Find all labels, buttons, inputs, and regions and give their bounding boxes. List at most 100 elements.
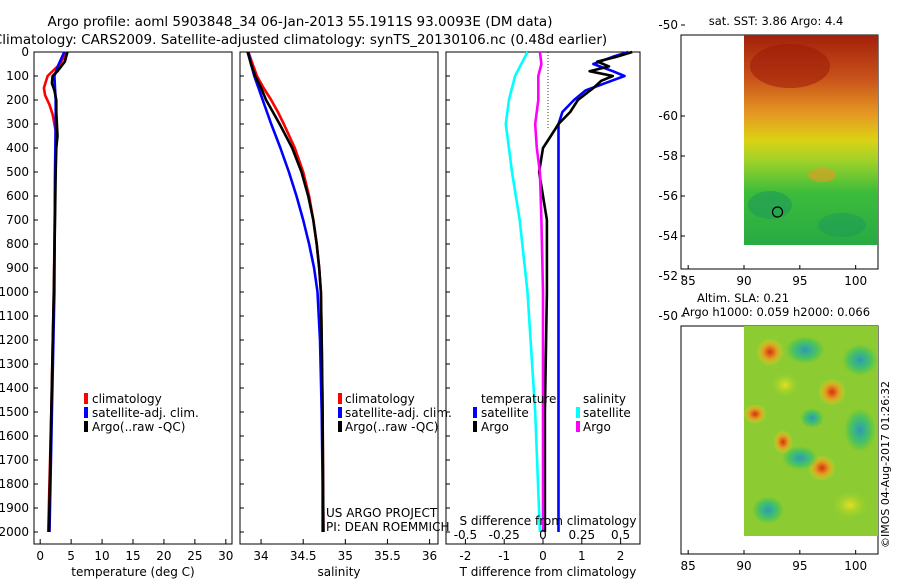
- x-tick-label-T: -1: [498, 549, 510, 563]
- sst-green-patch: [818, 213, 866, 237]
- depth-tick-label: 300: [6, 117, 29, 131]
- sst-warm-blob: [750, 44, 830, 88]
- sla-map-field: [743, 326, 878, 536]
- lat-tick-label: -50: [658, 18, 678, 32]
- sst-map-field: [744, 35, 878, 245]
- depth-tick-label: 1500: [0, 405, 29, 419]
- depth-tick-label: 700: [6, 213, 29, 227]
- x-tick-label-S: -0.25: [489, 528, 520, 542]
- legend-climatology-swatch: [84, 393, 88, 404]
- depth-axis: 0 100 200 300 400 500 600 700 800 900 1000 1100 1200…: [0, 45, 450, 539]
- depth-tick-label: 1400: [0, 381, 29, 395]
- x-tick-label: 35.5: [374, 549, 401, 563]
- depth-tick-label: 2000: [0, 525, 29, 539]
- sst-map-axes: -50 -52 -54 -56 -58 -60 85 90 95 100: [658, 18, 867, 288]
- difference-x-axis: -2 -1 0 1 2 -0.5 -0.25 0 0.25 0.5: [454, 528, 630, 563]
- sla-low-blob: [800, 408, 824, 428]
- x-tick-label: 10: [94, 549, 109, 563]
- lat-tick-label: -52: [658, 269, 678, 283]
- depth-tick-label: 1600: [0, 429, 29, 443]
- x-tick-label: 36: [422, 549, 437, 563]
- lon-tick-label: 85: [681, 559, 696, 573]
- salinity-x-axis: 34 34.5 35 35.5 36: [253, 539, 437, 563]
- depth-tick-label: 1800: [0, 477, 29, 491]
- sst-warm-patch: [808, 168, 836, 182]
- legend-satellite-label: satellite-adj. clim.: [345, 406, 452, 420]
- lat-tick-label: -60: [658, 109, 678, 123]
- salinity-legend: climatology satellite-adj. clim. Argo(..…: [338, 392, 452, 434]
- lat-tick-label: -54: [658, 229, 678, 243]
- x-tick-label-T: 1: [578, 549, 586, 563]
- salinity-lines: [246, 51, 325, 533]
- legend-climatology-swatch: [338, 393, 342, 404]
- depth-tick-label: 1100: [0, 309, 29, 323]
- legend-temp-argo-swatch: [473, 421, 477, 432]
- legend-satellite-swatch: [338, 407, 342, 418]
- watermark: ©IMOS 04-Aug-2017 01:26:32: [879, 381, 892, 548]
- figure-title-line1: Argo profile: aoml 5903848_34 06-Jan-201…: [48, 14, 553, 30]
- legend-sal-satellite-label: satellite: [583, 406, 631, 420]
- project-line2: PI: DEAN ROEMMICH: [326, 520, 449, 534]
- sst-green-patch: [748, 191, 792, 219]
- lon-tick-label: 100: [844, 559, 867, 573]
- x-tick-label-S: 0: [539, 528, 547, 542]
- lon-tick-label: 90: [736, 274, 751, 288]
- temperature-legend: climatology satellite-adj. clim. Argo(..…: [84, 392, 199, 434]
- argo-position-marker: [771, 206, 784, 218]
- depth-tick-label: 600: [6, 189, 29, 203]
- x-tick-label: 20: [156, 549, 171, 563]
- temperature-xlabel: temperature (deg C): [71, 565, 194, 579]
- depth-tick-label: 1700: [0, 453, 29, 467]
- lon-tick-label: 100: [844, 274, 867, 288]
- x-tick-label-T: -2: [459, 549, 471, 563]
- legend-satellite-swatch: [84, 407, 88, 418]
- x-tick-label: 15: [125, 549, 140, 563]
- x-tick-label-T: 2: [617, 549, 625, 563]
- difference-legend: temperature salinity satellite Argo sate…: [473, 392, 631, 434]
- sla-high-blob: [756, 338, 784, 366]
- x-tick-label-S: -0.5: [454, 528, 477, 542]
- depth-tick-label: 900: [6, 261, 29, 275]
- legend-argo-label: Argo(..raw -QC): [345, 420, 438, 434]
- depth-tick-label: 1300: [0, 357, 29, 371]
- depth-tick-label: 400: [6, 141, 29, 155]
- lon-tick-label: 85: [681, 274, 696, 288]
- depth-tick-label: 1900: [0, 501, 29, 515]
- difference-lines: [504, 50, 633, 533]
- x-tick-label: 0: [36, 549, 44, 563]
- legend-sal-argo-swatch: [576, 421, 580, 432]
- sla-mid-blob: [832, 491, 868, 519]
- lon-tick-label: 95: [792, 274, 807, 288]
- sla-map-title-line2: Argo h1000: 0.059 h2000: 0.066: [682, 305, 870, 319]
- x-tick-label: 34.5: [290, 549, 317, 563]
- lon-tick-label: 95: [792, 559, 807, 573]
- sla-high-blob: [743, 404, 767, 424]
- legend-salinity-title: salinity: [583, 392, 626, 406]
- figure-title-line2: Climatology: CARS2009. Satellite-adjuste…: [0, 32, 607, 48]
- series-line-argo-raw-qc-: [47, 51, 69, 533]
- depth-tick-label: 100: [6, 69, 29, 83]
- sla-map-title-line1: Altim. SLA: 0.21: [697, 291, 789, 305]
- sla-high-blob: [773, 430, 793, 454]
- difference-xlabel-top: S difference from climatology: [460, 514, 637, 528]
- depth-tick-label: 1200: [0, 333, 29, 347]
- project-line1: US ARGO PROJECT: [326, 506, 438, 520]
- depth-tick-label: 500: [6, 165, 29, 179]
- lat-tick-label: -58: [658, 149, 678, 163]
- temperature-panel: [33, 51, 233, 545]
- x-tick-label-S: 0.25: [568, 528, 595, 542]
- salinity-panel: [239, 51, 439, 545]
- salinity-xlabel: salinity: [317, 565, 360, 579]
- legend-climatology-label: climatology: [345, 392, 415, 406]
- series-line-satellite-adj-clim-: [247, 51, 324, 532]
- x-tick-label-T: 0: [539, 549, 547, 563]
- legend-temp-satellite-swatch: [473, 407, 477, 418]
- sla-low-blob: [782, 446, 818, 470]
- sla-low-blob: [842, 344, 878, 376]
- legend-argo-label: Argo(..raw -QC): [92, 420, 185, 434]
- depth-tick-label: 800: [6, 237, 29, 251]
- x-tick-label-S: 0.5: [611, 528, 630, 542]
- depth-tick-label: 1000: [0, 285, 29, 299]
- temperature-x-axis: 0 5 10 15 20 25 30: [36, 539, 233, 563]
- sla-high-blob: [818, 378, 846, 406]
